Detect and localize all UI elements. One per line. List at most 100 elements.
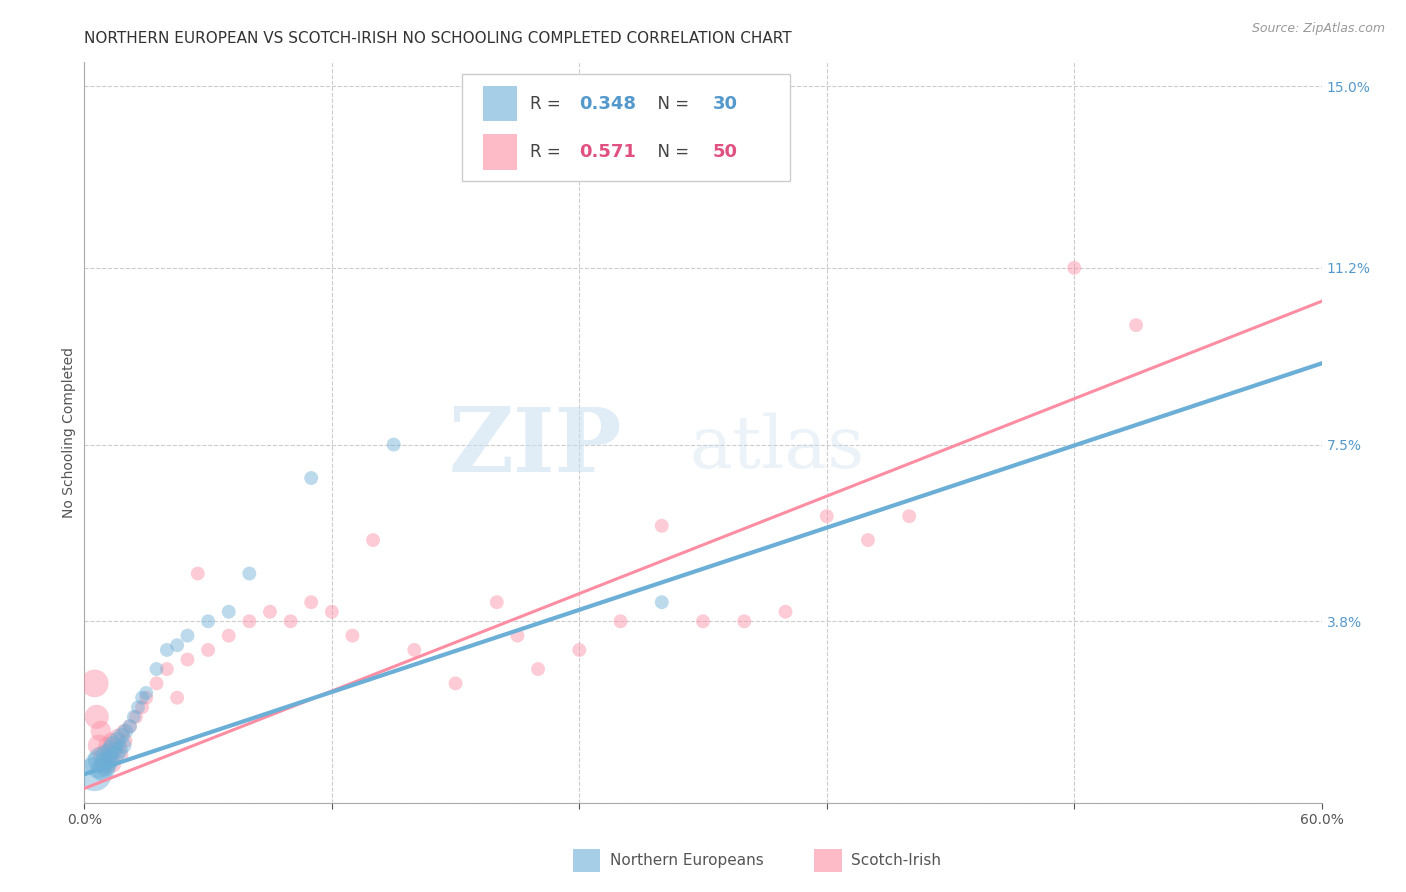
Point bbox=[342, 629, 364, 643]
Text: ZIP: ZIP bbox=[449, 404, 623, 491]
Point bbox=[568, 643, 591, 657]
FancyBboxPatch shape bbox=[574, 849, 600, 871]
Point bbox=[98, 747, 121, 762]
Point bbox=[103, 739, 125, 753]
Point bbox=[166, 638, 188, 652]
Text: Source: ZipAtlas.com: Source: ZipAtlas.com bbox=[1251, 22, 1385, 36]
Point bbox=[103, 757, 125, 772]
Point bbox=[100, 743, 122, 757]
Point bbox=[166, 690, 188, 705]
Point bbox=[145, 676, 167, 690]
Point bbox=[733, 615, 755, 629]
Point bbox=[90, 753, 112, 767]
Point bbox=[86, 710, 108, 724]
Point bbox=[506, 629, 529, 643]
Point bbox=[100, 733, 122, 747]
Point bbox=[131, 690, 153, 705]
Point bbox=[83, 676, 105, 690]
Text: 50: 50 bbox=[713, 143, 738, 161]
Point bbox=[197, 643, 219, 657]
Point bbox=[98, 753, 121, 767]
Point bbox=[404, 643, 426, 657]
Point bbox=[856, 533, 879, 547]
Point bbox=[94, 757, 117, 772]
FancyBboxPatch shape bbox=[482, 86, 517, 121]
Point bbox=[176, 629, 198, 643]
Point bbox=[145, 662, 167, 676]
Point bbox=[118, 719, 141, 733]
Point bbox=[299, 471, 322, 485]
Point bbox=[83, 767, 105, 781]
Point bbox=[156, 662, 179, 676]
FancyBboxPatch shape bbox=[814, 849, 842, 871]
Point bbox=[485, 595, 508, 609]
Point bbox=[108, 739, 131, 753]
Point bbox=[125, 710, 148, 724]
Point bbox=[131, 700, 153, 714]
Point bbox=[218, 629, 240, 643]
FancyBboxPatch shape bbox=[482, 135, 517, 169]
Point bbox=[280, 615, 302, 629]
Point bbox=[112, 724, 135, 739]
Text: Northern Europeans: Northern Europeans bbox=[610, 853, 763, 868]
Text: N =: N = bbox=[647, 143, 695, 161]
Point bbox=[321, 605, 343, 619]
Point bbox=[114, 724, 136, 739]
Point bbox=[91, 747, 114, 762]
Point bbox=[112, 739, 135, 753]
Point bbox=[898, 509, 921, 524]
Point bbox=[91, 763, 114, 777]
Text: Scotch-Irish: Scotch-Irish bbox=[852, 853, 942, 868]
Point bbox=[90, 724, 112, 739]
Point bbox=[96, 739, 118, 753]
Point bbox=[87, 739, 110, 753]
Point bbox=[127, 700, 149, 714]
Point bbox=[104, 747, 127, 762]
Point bbox=[527, 662, 550, 676]
Point bbox=[238, 566, 260, 581]
Text: NORTHERN EUROPEAN VS SCOTCH-IRISH NO SCHOOLING COMPLETED CORRELATION CHART: NORTHERN EUROPEAN VS SCOTCH-IRISH NO SCH… bbox=[84, 31, 792, 46]
Text: N =: N = bbox=[647, 95, 695, 112]
Point bbox=[218, 605, 240, 619]
Point bbox=[299, 595, 322, 609]
Text: atlas: atlas bbox=[689, 412, 865, 483]
Point bbox=[87, 757, 110, 772]
Text: 0.571: 0.571 bbox=[579, 143, 636, 161]
Point bbox=[105, 729, 128, 743]
Point bbox=[122, 710, 145, 724]
Point bbox=[135, 686, 157, 700]
Text: 30: 30 bbox=[713, 95, 738, 112]
Point bbox=[187, 566, 209, 581]
Point bbox=[609, 615, 631, 629]
Text: R =: R = bbox=[530, 143, 565, 161]
Point bbox=[1063, 260, 1085, 275]
Point bbox=[651, 595, 673, 609]
FancyBboxPatch shape bbox=[461, 73, 790, 181]
Y-axis label: No Schooling Completed: No Schooling Completed bbox=[62, 347, 76, 518]
Point bbox=[176, 652, 198, 666]
Point bbox=[135, 690, 157, 705]
Point bbox=[775, 605, 797, 619]
Point bbox=[692, 615, 714, 629]
Point bbox=[259, 605, 281, 619]
Point bbox=[361, 533, 384, 547]
Point bbox=[118, 719, 141, 733]
Text: R =: R = bbox=[530, 95, 565, 112]
Point bbox=[1125, 318, 1147, 333]
Text: 0.348: 0.348 bbox=[579, 95, 637, 112]
Point bbox=[651, 518, 673, 533]
Point bbox=[96, 747, 118, 762]
Point bbox=[105, 733, 128, 747]
Point bbox=[108, 743, 131, 757]
Point bbox=[238, 615, 260, 629]
Point bbox=[444, 676, 467, 690]
Point bbox=[156, 643, 179, 657]
Point bbox=[110, 729, 132, 743]
Point bbox=[114, 733, 136, 747]
Point bbox=[110, 747, 132, 762]
Point bbox=[382, 437, 405, 451]
Point bbox=[94, 757, 117, 772]
Point bbox=[815, 509, 838, 524]
Point bbox=[104, 743, 127, 757]
Point bbox=[197, 615, 219, 629]
